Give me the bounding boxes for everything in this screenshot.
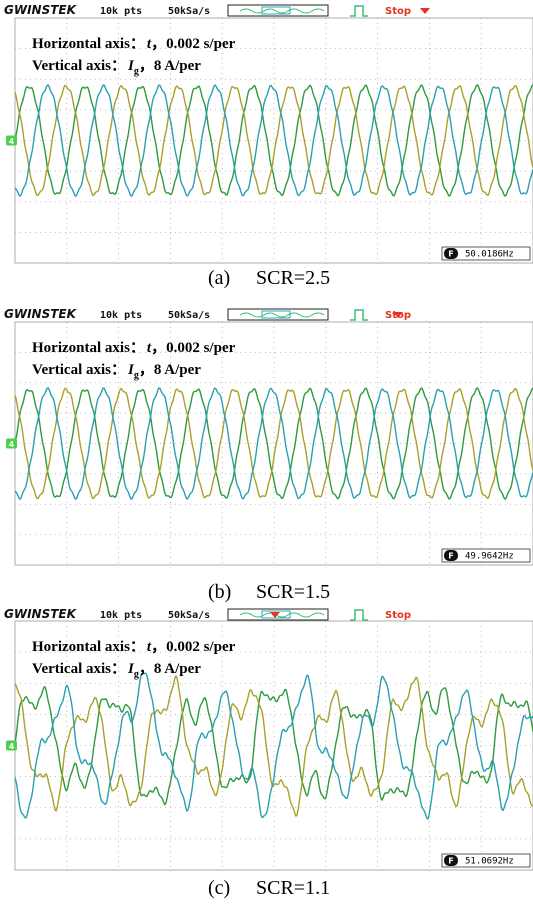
- run-status: Stop: [385, 6, 411, 17]
- channel-marker: 4: [9, 440, 15, 449]
- label: Horizontal axis：: [32, 340, 145, 356]
- label: Vertical axis：: [32, 58, 126, 74]
- sample-rate: 50kSa/s: [168, 6, 210, 17]
- value: ，8 A/per: [139, 661, 201, 677]
- record-length: 10k pts: [100, 610, 142, 621]
- record-length: 10k pts: [100, 310, 142, 321]
- record-length: 10k pts: [100, 6, 142, 17]
- caption-label: (a): [208, 267, 230, 289]
- run-status: Stop: [385, 610, 411, 621]
- scope-brand: GWINSTEK: [4, 607, 78, 621]
- sample-rate: 50kSa/s: [168, 310, 210, 321]
- panel: GWINSTEK 10k pts 50kSa/s Stop 4 Horizontal ax…: [4, 607, 533, 899]
- frequency: 50.0186Hz: [465, 250, 514, 260]
- value: ，8 A/per: [139, 58, 201, 74]
- caption-label: (b): [208, 581, 231, 603]
- value: ，0.002 s/per: [151, 36, 236, 52]
- label: Vertical axis：: [32, 362, 126, 378]
- caption-text: SCR=2.5: [256, 267, 330, 289]
- trigger-icon: [350, 310, 368, 320]
- horizontal-axis-note: Horizontal axis：t，0.002 s/per: [32, 639, 236, 655]
- value: ，0.002 s/per: [151, 639, 236, 655]
- trigger-icon: [350, 610, 368, 620]
- panel: GWINSTEK 10k pts 50kSa/s Stop 4 Horizontal ax…: [4, 3, 533, 289]
- sample-rate: 50kSa/s: [168, 610, 210, 621]
- frequency: 51.0692Hz: [465, 857, 514, 867]
- page: {"panels": [ {"header": {"brand": "GWINS…: [0, 0, 533, 907]
- scope-brand: GWINSTEK: [4, 307, 78, 321]
- label: Horizontal axis：: [32, 36, 145, 52]
- frequency: 49.9642Hz: [465, 552, 514, 562]
- caption-label: (c): [208, 877, 230, 899]
- caption-text: SCR=1.5: [256, 581, 330, 603]
- frequency-badge: F: [448, 857, 453, 866]
- trigger-marker: [420, 8, 430, 14]
- horizontal-axis-note: Horizontal axis：t，0.002 s/per: [32, 340, 236, 356]
- scope-brand: GWINSTEK: [4, 3, 78, 17]
- label: Vertical axis：: [32, 661, 126, 677]
- trigger-icon: [350, 6, 368, 16]
- figure: GWINSTEK 10k pts 50kSa/s Stop 4 Horizontal ax…: [0, 0, 533, 907]
- frequency-badge: F: [448, 552, 453, 561]
- label: Horizontal axis：: [32, 639, 145, 655]
- value: ，8 A/per: [139, 362, 201, 378]
- value: ，0.002 s/per: [151, 340, 236, 356]
- frequency-badge: F: [448, 250, 453, 259]
- channel-marker: 4: [9, 742, 15, 751]
- caption-text: SCR=1.1: [256, 877, 330, 899]
- channel-marker: 4: [9, 137, 15, 146]
- horizontal-axis-note: Horizontal axis：t，0.002 s/per: [32, 36, 236, 52]
